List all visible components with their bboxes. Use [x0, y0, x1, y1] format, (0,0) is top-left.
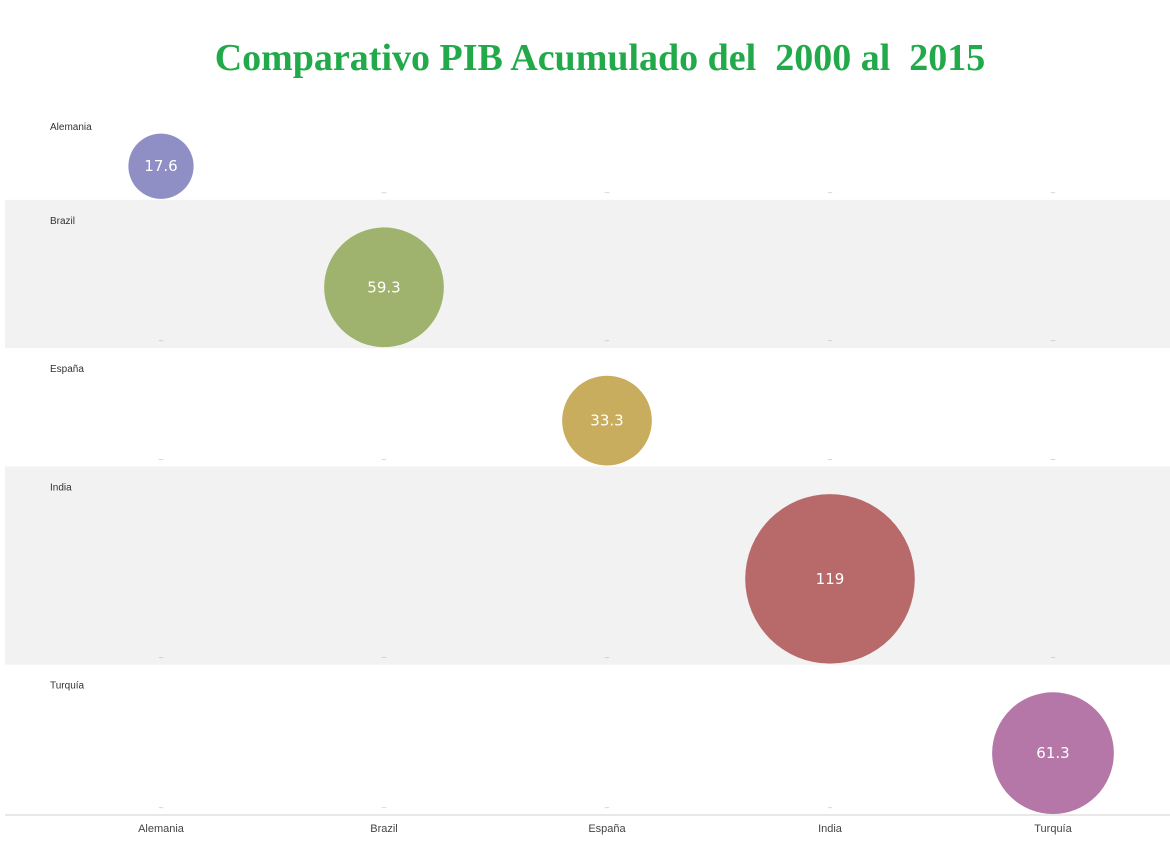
bubble-value-label: 59.3 [367, 278, 400, 296]
bubble [562, 375, 652, 466]
bubble [324, 227, 444, 348]
x-tick-label: Turquía [1034, 823, 1072, 835]
empty-cell-mark: – [382, 653, 387, 662]
row-band [5, 199, 1170, 349]
x-tick-label: Brazil [370, 823, 398, 835]
empty-cell-mark: – [1051, 336, 1056, 345]
empty-cell-marks: – – – – – – – – – – – – – – – – – – – – [159, 188, 1056, 812]
x-tick-label: India [818, 823, 843, 835]
row-label: India [50, 482, 72, 493]
empty-cell-mark: – [159, 653, 164, 662]
x-tick-label: España [588, 823, 626, 835]
empty-cell-mark: – [605, 803, 610, 812]
empty-cell-mark: – [382, 188, 387, 197]
empty-cell-mark: – [828, 803, 833, 812]
empty-cell-mark: – [159, 803, 164, 812]
row-label: España [50, 364, 84, 375]
chart-title: Comparativo PIB Acumulado del 2000 al 20… [214, 37, 986, 79]
empty-cell-mark: – [605, 653, 610, 662]
bubble-value-label: 17.6 [144, 157, 177, 175]
row-label: Turquía [50, 681, 85, 692]
row-bands [5, 199, 1170, 665]
empty-cell-mark: – [159, 454, 164, 463]
empty-cell-mark: – [1051, 653, 1056, 662]
x-tick-label: Alemania [138, 823, 185, 835]
row-label: Brazil [50, 216, 75, 227]
row-label: Alemania [50, 122, 92, 133]
x-axis-labels: Alemania Brazil España India Turquía [138, 823, 1073, 835]
empty-cell-mark: – [605, 188, 610, 197]
empty-cell-mark: – [382, 454, 387, 463]
empty-cell-mark: – [828, 454, 833, 463]
row-band [5, 466, 1170, 665]
empty-cell-mark: – [828, 336, 833, 345]
bubble [992, 692, 1114, 814]
bubble-value-label: 33.3 [590, 412, 623, 430]
bubble-value-label: 61.3 [1036, 744, 1069, 762]
bubble [745, 494, 915, 664]
empty-cell-mark: – [828, 188, 833, 197]
empty-cell-mark: – [382, 803, 387, 812]
empty-cell-mark: – [605, 336, 610, 345]
empty-cell-mark: – [159, 336, 164, 345]
bubble [128, 133, 194, 199]
row-labels: Alemania Brazil España India Turquía [50, 122, 92, 692]
bubbles: 17.6 59.3 33.3 119 61.3 [128, 133, 1114, 814]
empty-cell-mark: – [1051, 454, 1056, 463]
empty-cell-mark: – [1051, 188, 1056, 197]
bubble-value-label: 119 [816, 570, 845, 588]
